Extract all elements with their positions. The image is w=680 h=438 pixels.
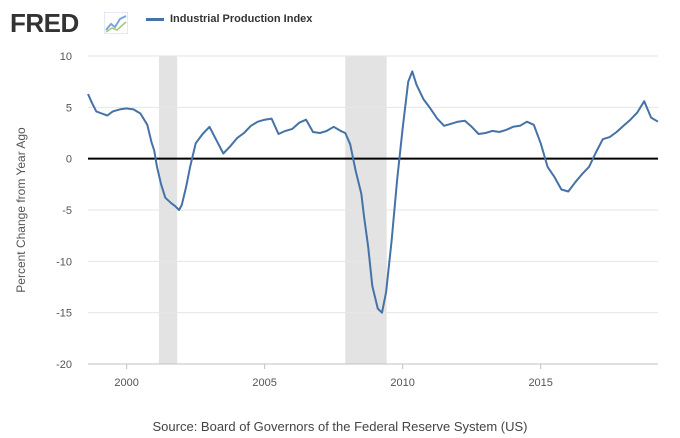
legend-label: Industrial Production Index: [170, 13, 313, 25]
source-note: Source: Board of Governors of the Federa…: [152, 419, 528, 434]
y-tick-label: 0: [66, 154, 72, 166]
x-tick-label: 2000: [114, 377, 138, 389]
series-line-0: [87, 70, 659, 314]
x-tick-label: 2015: [528, 377, 552, 389]
x-tick-label: 2005: [252, 377, 276, 389]
fred-chart-logo-icon: [104, 12, 128, 34]
y-tick-label: -5: [62, 205, 72, 217]
y-tick-labels: -20 -15 -10 -5 0 5 10: [56, 51, 72, 371]
x-tick-label: 2010: [390, 377, 414, 389]
y-tick-label: -20: [56, 359, 72, 371]
chart-header: FRED Industrial Production Index: [10, 8, 410, 38]
y-tick-label: -15: [56, 308, 72, 320]
legend-line-swatch: [146, 17, 164, 21]
series-lines: [87, 70, 659, 314]
fred-logo[interactable]: FRED: [10, 8, 79, 38]
chart-legend: Industrial Production Index: [146, 13, 312, 25]
y-tick-label: 10: [60, 51, 72, 63]
y-tick-label: -10: [56, 256, 72, 268]
x-tick-labels: 2000 2005 2010 2015: [88, 363, 658, 389]
y-tick-label: 5: [66, 102, 72, 114]
